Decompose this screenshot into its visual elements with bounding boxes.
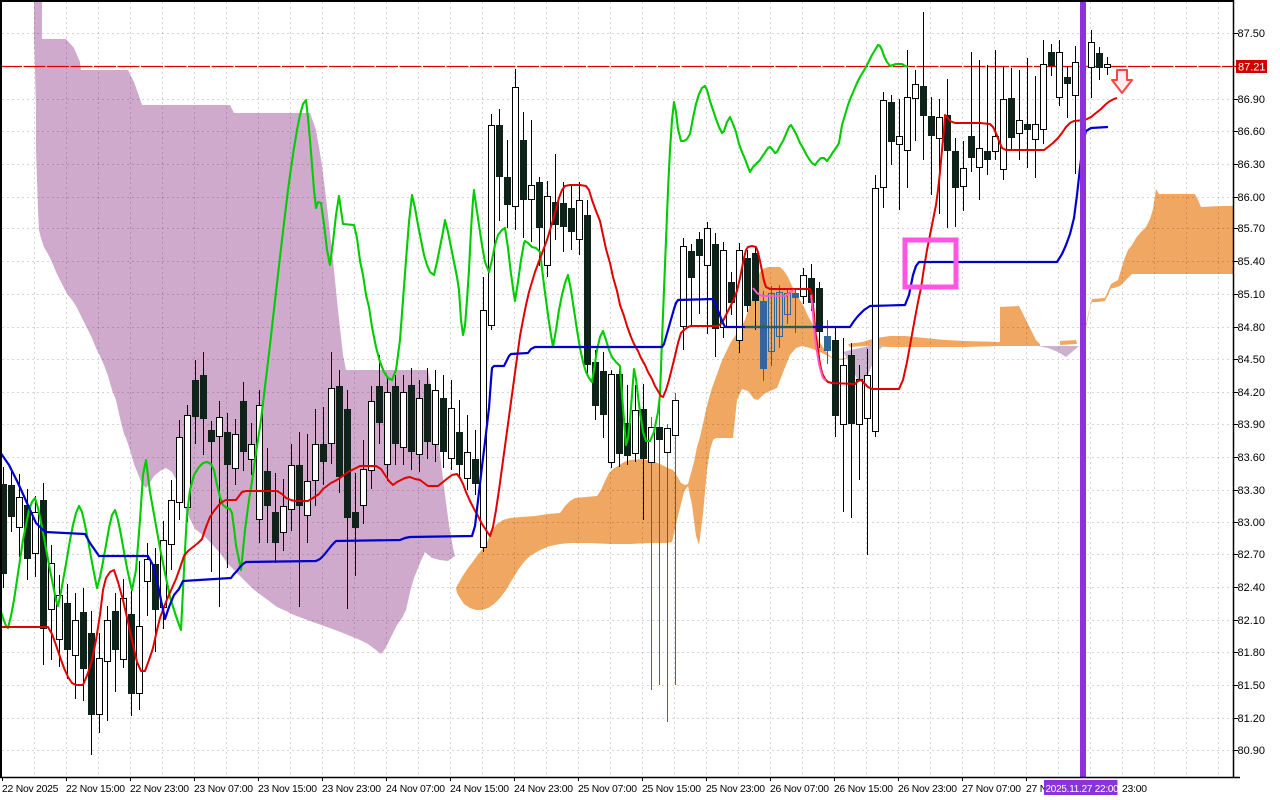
svg-text:26 Nov 15:00: 26 Nov 15:00 <box>834 784 893 795</box>
svg-text:86.90: 86.90 <box>1238 94 1266 106</box>
svg-text:24 Nov 23:00: 24 Nov 23:00 <box>514 784 573 795</box>
svg-text:87.50: 87.50 <box>1238 28 1266 40</box>
svg-text:22 Nov 15:00: 22 Nov 15:00 <box>66 784 125 795</box>
svg-text:83.30: 83.30 <box>1238 485 1266 497</box>
svg-text:82.10: 82.10 <box>1238 615 1266 627</box>
svg-text:82.70: 82.70 <box>1238 549 1266 561</box>
svg-text:24 Nov 07:00: 24 Nov 07:00 <box>386 784 445 795</box>
svg-text:22 Nov 23:00: 22 Nov 23:00 <box>130 784 189 795</box>
svg-text:84.20: 84.20 <box>1238 387 1266 399</box>
svg-text:81.20: 81.20 <box>1238 713 1266 725</box>
svg-text:23 Nov 15:00: 23 Nov 15:00 <box>258 784 317 795</box>
svg-text:82.40: 82.40 <box>1238 582 1266 594</box>
svg-text:26 Nov 07:00: 26 Nov 07:00 <box>770 784 829 795</box>
svg-text:86.30: 86.30 <box>1238 159 1266 171</box>
svg-text:83.90: 83.90 <box>1238 419 1266 431</box>
svg-text:87.21: 87.21 <box>1238 62 1266 74</box>
svg-text:86.00: 86.00 <box>1238 192 1266 204</box>
svg-text:86.60: 86.60 <box>1238 126 1266 138</box>
svg-text:80.90: 80.90 <box>1238 745 1266 757</box>
svg-text:22 Nov 2025: 22 Nov 2025 <box>2 784 59 795</box>
svg-text:24 Nov 15:00: 24 Nov 15:00 <box>450 784 509 795</box>
svg-text:84.80: 84.80 <box>1238 322 1266 334</box>
svg-text:85.10: 85.10 <box>1238 289 1266 301</box>
svg-text:23:00: 23:00 <box>1122 784 1147 795</box>
svg-text:81.50: 81.50 <box>1238 680 1266 692</box>
svg-text:27 Nov 07:00: 27 Nov 07:00 <box>962 784 1021 795</box>
svg-text:85.70: 85.70 <box>1238 223 1266 235</box>
svg-text:23 Nov 07:00: 23 Nov 07:00 <box>194 784 253 795</box>
svg-text:83.00: 83.00 <box>1238 517 1266 529</box>
svg-text:84.50: 84.50 <box>1238 354 1266 366</box>
svg-text:23 Nov 23:00: 23 Nov 23:00 <box>322 784 381 795</box>
svg-text:25 Nov 15:00: 25 Nov 15:00 <box>642 784 701 795</box>
svg-text:81.80: 81.80 <box>1238 647 1266 659</box>
svg-text:25 Nov 23:00: 25 Nov 23:00 <box>706 784 765 795</box>
svg-text:83.60: 83.60 <box>1238 452 1266 464</box>
svg-text:26 Nov 23:00: 26 Nov 23:00 <box>898 784 957 795</box>
svg-text:25 Nov 07:00: 25 Nov 07:00 <box>578 784 637 795</box>
svg-text:2025.11.27 22:00: 2025.11.27 22:00 <box>1046 784 1120 795</box>
svg-text:85.40: 85.40 <box>1238 256 1266 268</box>
